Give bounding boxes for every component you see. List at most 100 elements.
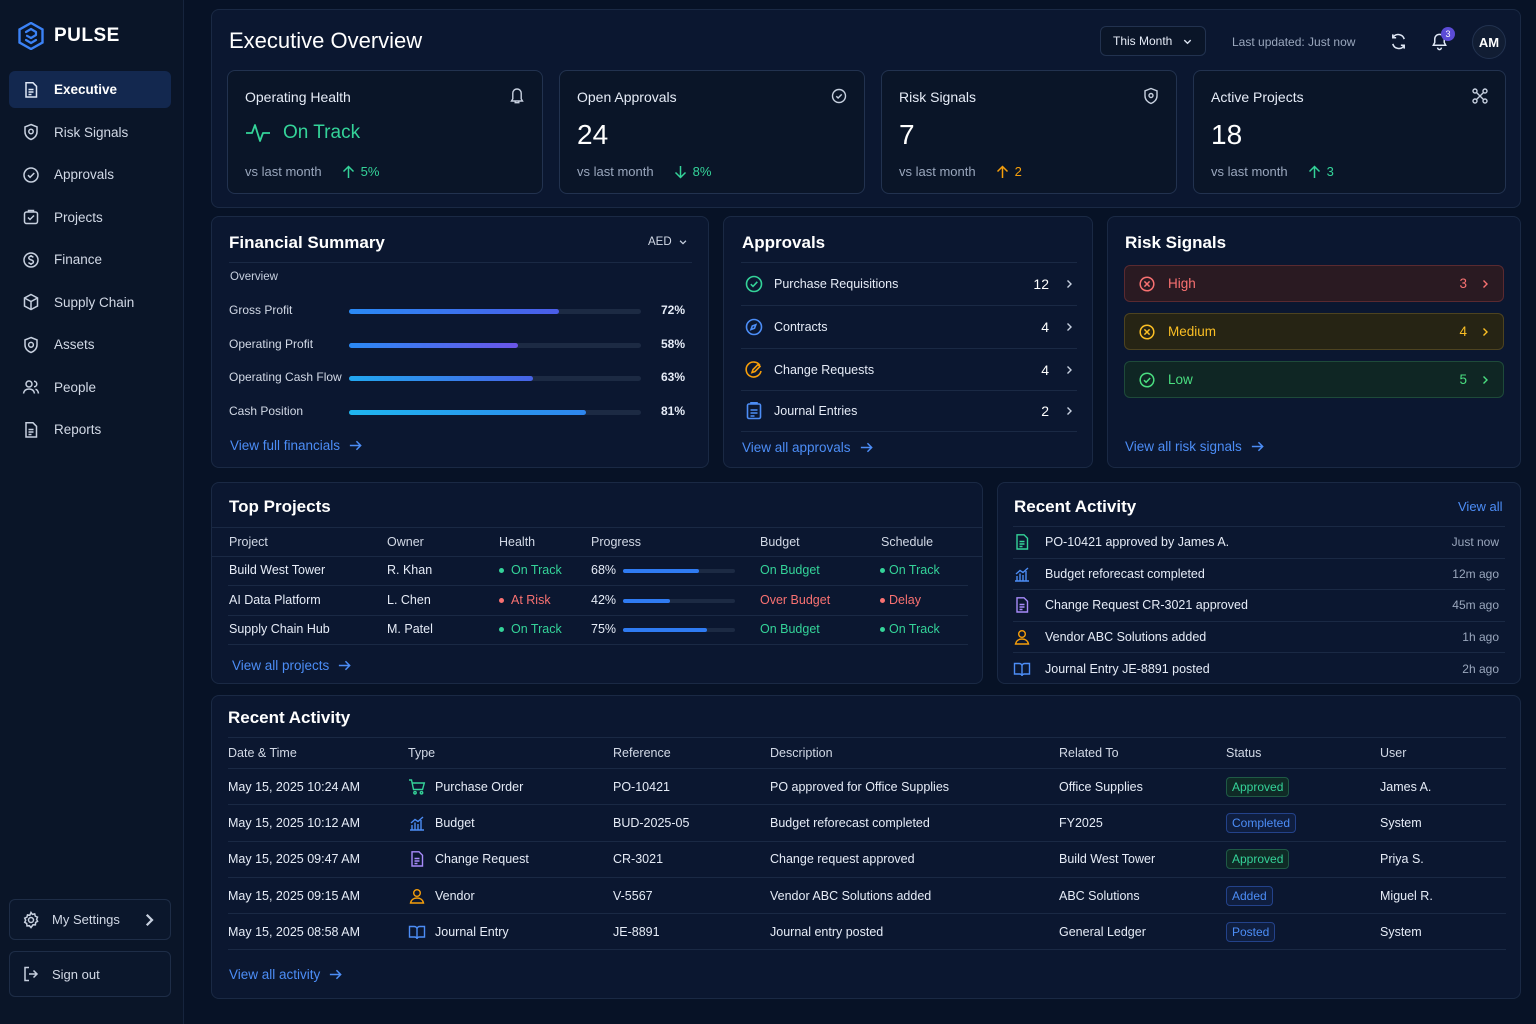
user-icon [408, 887, 435, 905]
activity-type-label: Budget [435, 815, 475, 830]
list-item[interactable]: Change Request CR-3021 approved 45m ago [1013, 590, 1505, 622]
approval-row-purchase-requisitions[interactable]: Purchase Requisitions 12 [741, 262, 1077, 304]
status-badge: Posted [1226, 914, 1276, 949]
brand-name: PULSE [54, 25, 120, 46]
table-row[interactable]: AI Data Platform L. Chen At Risk 42% Ove… [228, 586, 968, 616]
document-edit-icon [408, 850, 435, 868]
avatar[interactable]: AM [1472, 25, 1506, 59]
table-row[interactable]: May 15, 2025 10:24 AM Purchase Order PO-… [228, 769, 1506, 806]
project-progress-label: 75% [591, 622, 617, 636]
bar-chart-icon [408, 814, 435, 832]
view-all-approvals-link[interactable]: View all approvals [742, 440, 874, 455]
sidebar-item-approvals[interactable]: Approvals [9, 156, 171, 193]
activity-text: Budget reforecast completed [1045, 566, 1205, 581]
last-updated: Last updated: Just now [1232, 35, 1356, 49]
sidebar-item-finance[interactable]: Finance [9, 241, 171, 278]
progress-track [623, 628, 735, 632]
column-header: Owner [387, 535, 424, 549]
status-dot [880, 597, 885, 603]
refresh-icon[interactable] [1389, 32, 1408, 51]
kpi-active-projects[interactable]: Active Projects 18 vs last month 3 [1193, 70, 1506, 194]
sidebar-item-executive[interactable]: Executive [9, 71, 171, 108]
column-header: User [1380, 746, 1407, 760]
activity-text: Vendor ABC Solutions added [1045, 629, 1207, 644]
table-row[interactable]: Build West Tower R. Khan On Track 68% On… [228, 556, 968, 586]
shield-warning-icon [22, 123, 40, 141]
kpi-compare: vs last month 8% [577, 164, 711, 179]
project-owner: L. Chen [387, 593, 431, 607]
risk-row-low[interactable]: Low 5 [1124, 361, 1504, 398]
project-health-label: On Track [511, 563, 562, 577]
kpi-delta-value: 5% [360, 164, 380, 179]
notification-count: 3 [1441, 27, 1455, 41]
sidebar-item-risk-signals[interactable]: Risk Signals [9, 114, 171, 151]
activity-user: Miguel R. [1380, 888, 1433, 903]
progress-fill [349, 410, 586, 415]
my-settings-button[interactable]: My Settings [9, 899, 171, 940]
approval-row-journal-entries[interactable]: Journal Entries 2 [741, 390, 1077, 432]
sidebar-item-assets[interactable]: Assets [9, 326, 171, 363]
sidebar-item-projects[interactable]: Projects [9, 199, 171, 236]
network-icon [1471, 87, 1489, 105]
table-row[interactable]: May 15, 2025 09:15 AM Vendor V-5567 Vend… [228, 878, 1506, 915]
kpi-operating-health[interactable]: Operating Health On Track vs last month … [227, 70, 543, 194]
table-row[interactable]: Supply Chain Hub M. Patel On Track 75% O… [228, 615, 968, 645]
risk-row-medium[interactable]: Medium 4 [1124, 313, 1504, 350]
kpi-compare-label: vs last month [245, 164, 322, 179]
arrow-right-icon [328, 967, 343, 982]
view-all-projects-link[interactable]: View all projects [232, 658, 352, 673]
activity-time: 12m ago [1452, 566, 1499, 581]
view-all-activity-table-link[interactable]: View all activity [229, 967, 343, 982]
sidebar-item-label: Assets [54, 337, 95, 352]
column-header: Project [229, 535, 268, 549]
document-edit-icon [1013, 596, 1045, 614]
table-row[interactable]: May 15, 2025 09:47 AM Change Request CR-… [228, 842, 1506, 878]
kpi-value: On Track [283, 122, 361, 143]
view-full-financials-link[interactable]: View full financials [230, 438, 363, 453]
approval-row-change-requests[interactable]: Change Requests 4 [741, 348, 1077, 390]
list-item[interactable]: PO-10421 approved by James A. Just now [1013, 527, 1505, 559]
sidebar-item-label: Finance [54, 252, 103, 267]
link-label: View all risk signals [1125, 439, 1242, 454]
activity-description: Vendor ABC Solutions added [770, 888, 932, 903]
table-row[interactable]: May 15, 2025 08:58 AM Journal Entry JE-8… [228, 914, 1506, 951]
approval-label: Contracts [774, 319, 828, 334]
sidebar-item-reports[interactable]: Reports [9, 411, 171, 448]
financial-summary-panel [211, 216, 709, 468]
view-all-activity-link[interactable]: View all [1458, 499, 1503, 514]
approval-row-contracts[interactable]: Contracts 4 [741, 305, 1077, 347]
project-budget: On Budget [760, 622, 820, 636]
list-item[interactable]: Budget reforecast completed 12m ago [1013, 559, 1505, 590]
progress-track [349, 376, 641, 381]
brand[interactable]: PULSE [18, 22, 120, 50]
approvals-panel [723, 216, 1093, 468]
currency-select[interactable]: AED [648, 236, 688, 248]
risk-row-high[interactable]: High 3 [1124, 265, 1504, 302]
sign-out-button[interactable]: Sign out [9, 951, 171, 997]
list-item[interactable]: Vendor ABC Solutions added 1h ago [1013, 622, 1505, 653]
project-schedule-label: On Track [889, 622, 940, 636]
contract-icon [744, 317, 764, 337]
progress-track [623, 569, 735, 573]
period-select[interactable]: This Month [1100, 26, 1206, 56]
kpi-title: Active Projects [1211, 89, 1304, 105]
view-all-risk-signals-link[interactable]: View all risk signals [1125, 439, 1265, 454]
project-owner: M. Patel [387, 622, 433, 636]
financial-section-label: Overview [230, 271, 278, 283]
kpi-risk-signals[interactable]: Risk Signals 7 vs last month 2 [881, 70, 1177, 194]
sidebar-item-label: Reports [54, 422, 102, 437]
sidebar-item-people[interactable]: People [9, 369, 171, 406]
sidebar-nav: Executive Risk Signals Approvals Project… [9, 71, 171, 454]
activity-reference: CR-3021 [613, 852, 664, 867]
financial-row-operating-profit: Operating Profit 58% [229, 335, 689, 355]
list-item[interactable]: Journal Entry JE-8891 posted 2h ago [1013, 653, 1505, 685]
kpi-value: 18 [1211, 119, 1243, 150]
check-circle-icon [744, 274, 764, 294]
table-row[interactable]: May 15, 2025 10:12 AM Budget BUD-2025-05… [228, 805, 1506, 842]
approval-label: Journal Entries [774, 404, 858, 418]
sidebar-item-supply-chain[interactable]: Supply Chain [9, 284, 171, 321]
risk-count: 5 [1459, 372, 1467, 387]
status-badge-label: Added [1226, 885, 1273, 906]
kpi-open-approvals[interactable]: Open Approvals 24 vs last month 8% [559, 70, 865, 194]
arrow-right-icon [859, 440, 874, 455]
